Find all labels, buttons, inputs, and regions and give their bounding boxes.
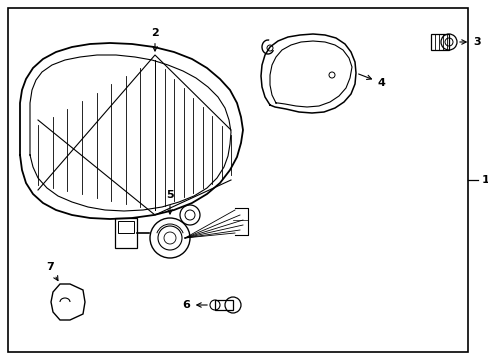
Text: 5: 5 [166, 190, 173, 214]
Text: 1: 1 [481, 175, 488, 185]
Bar [115, 218, 137, 248]
Bar [118, 221, 134, 233]
Bar [215, 300, 232, 310]
Text: 4: 4 [358, 74, 385, 88]
Text: 2: 2 [151, 28, 159, 51]
Text: 3: 3 [459, 37, 480, 47]
Text: 6: 6 [182, 300, 207, 310]
Bar [430, 34, 448, 50]
Text: 7: 7 [46, 262, 58, 280]
